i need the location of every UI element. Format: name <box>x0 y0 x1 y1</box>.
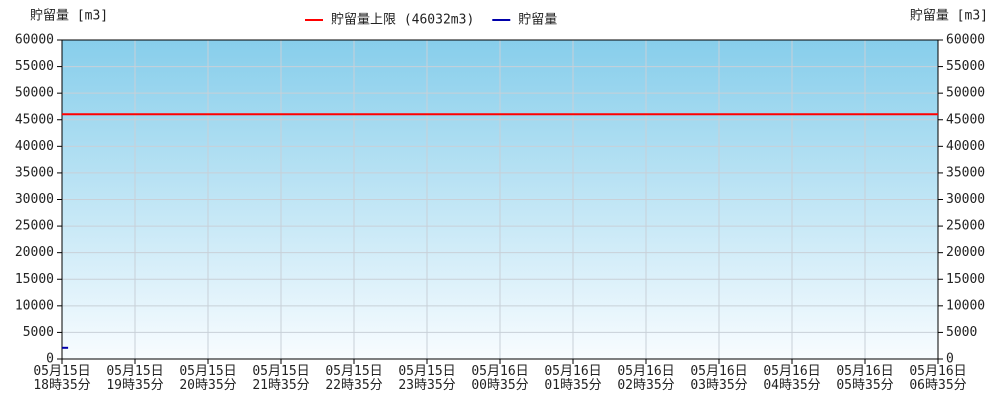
x-tick-time: 18時35分 <box>33 378 90 393</box>
y-tick-label: 0 <box>46 352 54 367</box>
y-axis-label: 貯留量 [m3] <box>30 9 108 24</box>
y2-tick-label: 55000 <box>946 59 985 74</box>
y2-tick-label: 25000 <box>946 219 985 234</box>
y-tick-label: 35000 <box>15 165 54 180</box>
x-tick-label: 05月16日 06時35分 <box>909 364 966 393</box>
x-tick-date: 05月15日 <box>325 364 382 379</box>
x-tick-time: 04時35分 <box>763 378 820 393</box>
y2-tick-label: 10000 <box>946 298 985 313</box>
x-tick-label: 05月15日 22時35分 <box>325 364 382 393</box>
y-tick-label: 20000 <box>15 245 54 260</box>
y2-tick-label: 60000 <box>946 33 985 48</box>
x-tick-label: 05月16日 04時35分 <box>763 364 820 393</box>
y2-tick-label: 20000 <box>946 245 985 260</box>
x-tick-time: 02時35分 <box>617 378 674 393</box>
x-tick-time: 00時35分 <box>471 378 528 393</box>
y-tick-label: 55000 <box>15 59 54 74</box>
x-tick-date: 05月16日 <box>909 364 966 379</box>
x-tick-label: 05月16日 01時35分 <box>544 364 601 393</box>
y2-axis-label: 貯留量 [m3] <box>910 9 988 24</box>
x-tick-time: 21時35分 <box>252 378 309 393</box>
x-tick-time: 19時35分 <box>106 378 163 393</box>
y2-tick-label: 50000 <box>946 86 985 101</box>
y-tick-label: 60000 <box>15 33 54 48</box>
y-tick-label: 25000 <box>15 219 54 234</box>
legend-label: 貯留量 <box>518 13 557 28</box>
x-tick-time: 23時35分 <box>398 378 455 393</box>
y-tick-label: 10000 <box>15 298 54 313</box>
y-tick-label: 45000 <box>15 112 54 127</box>
x-tick-label: 05月16日 03時35分 <box>690 364 747 393</box>
x-tick-label: 05月15日 18時35分 <box>33 364 90 393</box>
x-tick-date: 05月16日 <box>836 364 893 379</box>
x-tick-date: 05月16日 <box>690 364 747 379</box>
x-tick-label: 05月15日 21時35分 <box>252 364 309 393</box>
y2-tick-label: 35000 <box>946 165 985 180</box>
y-tick-label: 5000 <box>23 325 54 340</box>
y2-tick-label: 5000 <box>946 325 977 340</box>
y2-tick-label: 45000 <box>946 112 985 127</box>
y-tick-label: 30000 <box>15 192 54 207</box>
legend-label: 貯留量上限 (46032m3) <box>331 13 474 28</box>
y2-tick-label: 40000 <box>946 139 985 154</box>
x-tick-time: 06時35分 <box>909 378 966 393</box>
x-tick-time: 20時35分 <box>179 378 236 393</box>
x-tick-date: 05月15日 <box>33 364 90 379</box>
x-tick-time: 01時35分 <box>544 378 601 393</box>
x-tick-time: 03時35分 <box>690 378 747 393</box>
x-tick-time: 05時35分 <box>836 378 893 393</box>
y-tick-label: 15000 <box>15 272 54 287</box>
x-tick-date: 05月16日 <box>544 364 601 379</box>
x-tick-label: 05月16日 05時35分 <box>836 364 893 393</box>
x-tick-label: 05月16日 00時35分 <box>471 364 528 393</box>
y-tick-label: 40000 <box>15 139 54 154</box>
x-tick-date: 05月15日 <box>179 364 236 379</box>
x-tick-date: 05月16日 <box>763 364 820 379</box>
x-tick-label: 05月16日 02時35分 <box>617 364 674 393</box>
plot-border <box>61 39 939 360</box>
x-tick-date: 05月16日 <box>471 364 528 379</box>
y2-tick-label: 30000 <box>946 192 985 207</box>
x-tick-date: 05月15日 <box>398 364 455 379</box>
y2-tick-label: 0 <box>946 352 954 367</box>
y2-tick-label: 15000 <box>946 272 985 287</box>
x-tick-label: 05月15日 19時35分 <box>106 364 163 393</box>
x-tick-date: 05月15日 <box>252 364 309 379</box>
x-tick-time: 22時35分 <box>325 378 382 393</box>
y-tick-label: 50000 <box>15 86 54 101</box>
x-tick-label: 05月15日 23時35分 <box>398 364 455 393</box>
x-tick-label: 05月15日 20時35分 <box>179 364 236 393</box>
x-tick-date: 05月15日 <box>106 364 163 379</box>
x-tick-date: 05月16日 <box>617 364 674 379</box>
